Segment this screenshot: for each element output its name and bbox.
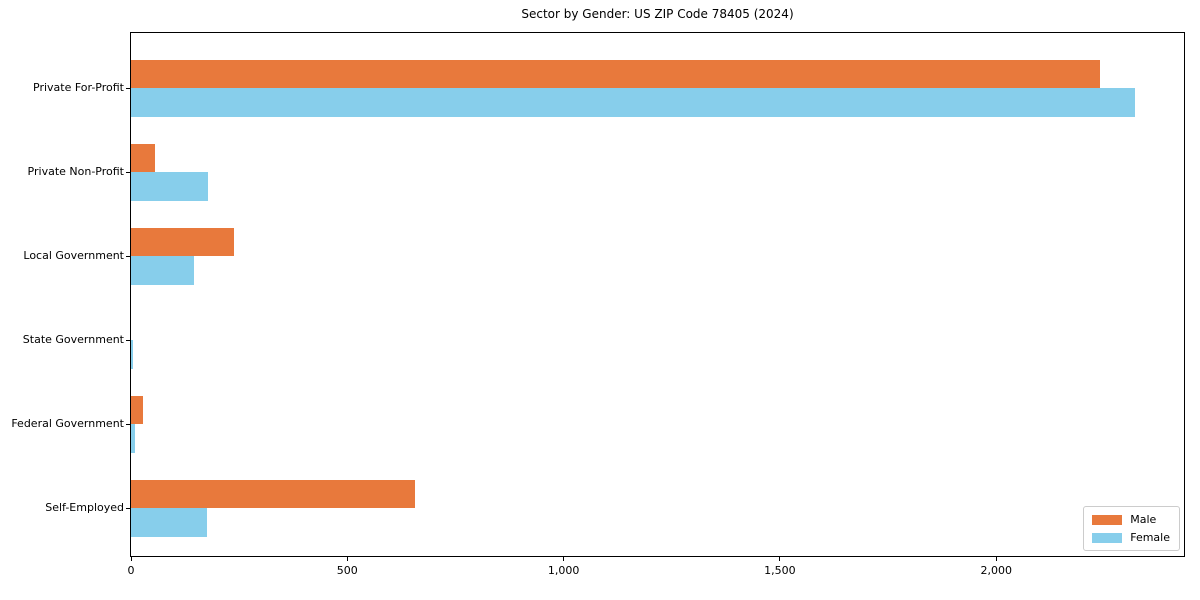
- xtick-label-500: 500: [336, 564, 358, 577]
- bar-female-private-for-profit: [131, 88, 1135, 117]
- bar-female-state-government: [131, 340, 134, 369]
- ytick-mark: [126, 172, 130, 173]
- bar-female-private-non-profit: [131, 172, 209, 201]
- bar-female-federal-government: [131, 424, 135, 453]
- ytick-label-private-non-profit: Private Non-Profit: [27, 165, 124, 178]
- bar-female-self-employed: [131, 508, 208, 537]
- bar-male-self-employed: [131, 479, 415, 508]
- legend-swatch-female: [1092, 532, 1123, 543]
- ytick-label-local-government: Local Government: [23, 249, 124, 262]
- xtick-label-1500: 1,500: [764, 564, 796, 577]
- legend: Male Female: [1083, 506, 1180, 551]
- bar-male-private-non-profit: [131, 143, 156, 172]
- xtick-mark: [995, 557, 997, 561]
- legend-entry-male: Male: [1092, 513, 1170, 526]
- xtick-mark: [346, 557, 348, 561]
- bar-male-federal-government: [131, 395, 143, 424]
- legend-label-male: Male: [1130, 513, 1157, 526]
- bar-female-local-government: [131, 256, 194, 285]
- bar-male-private-for-profit: [131, 59, 1101, 88]
- xtick-mark: [130, 557, 132, 561]
- legend-entry-female: Female: [1092, 531, 1170, 544]
- ytick-label-federal-government: Federal Government: [11, 417, 124, 430]
- ytick-label-self-employed: Self-Employed: [45, 501, 124, 514]
- ytick-mark: [126, 256, 130, 257]
- chart-title: Sector by Gender: US ZIP Code 78405 (202…: [521, 7, 794, 21]
- xtick-label-0: 0: [127, 564, 135, 577]
- ytick-mark: [126, 340, 130, 341]
- plot-area: Male Female: [130, 32, 1185, 557]
- legend-label-female: Female: [1130, 531, 1170, 544]
- ytick-mark: [126, 424, 130, 425]
- legend-swatch-male: [1092, 514, 1123, 525]
- xtick-label-2000: 2,000: [980, 564, 1012, 577]
- bar-male-local-government: [131, 227, 234, 256]
- ytick-mark: [126, 88, 130, 89]
- ytick-label-state-government: State Government: [22, 333, 124, 346]
- xtick-mark: [779, 557, 781, 561]
- ytick-mark: [126, 508, 130, 509]
- xtick-label-1000: 1,000: [547, 564, 580, 577]
- xtick-mark: [563, 557, 565, 561]
- ytick-label-private-for-profit: Private For-Profit: [33, 81, 124, 94]
